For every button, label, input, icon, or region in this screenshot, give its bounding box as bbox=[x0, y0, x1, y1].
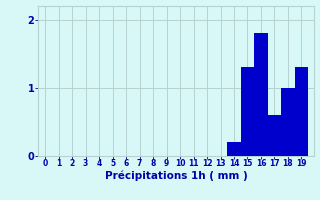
Bar bbox=[227, 142, 241, 156]
Bar bbox=[241, 67, 254, 156]
Bar bbox=[281, 88, 295, 156]
Bar bbox=[254, 33, 268, 156]
X-axis label: Précipitations 1h ( mm ): Précipitations 1h ( mm ) bbox=[105, 171, 247, 181]
Bar bbox=[268, 115, 281, 156]
Bar bbox=[295, 67, 308, 156]
